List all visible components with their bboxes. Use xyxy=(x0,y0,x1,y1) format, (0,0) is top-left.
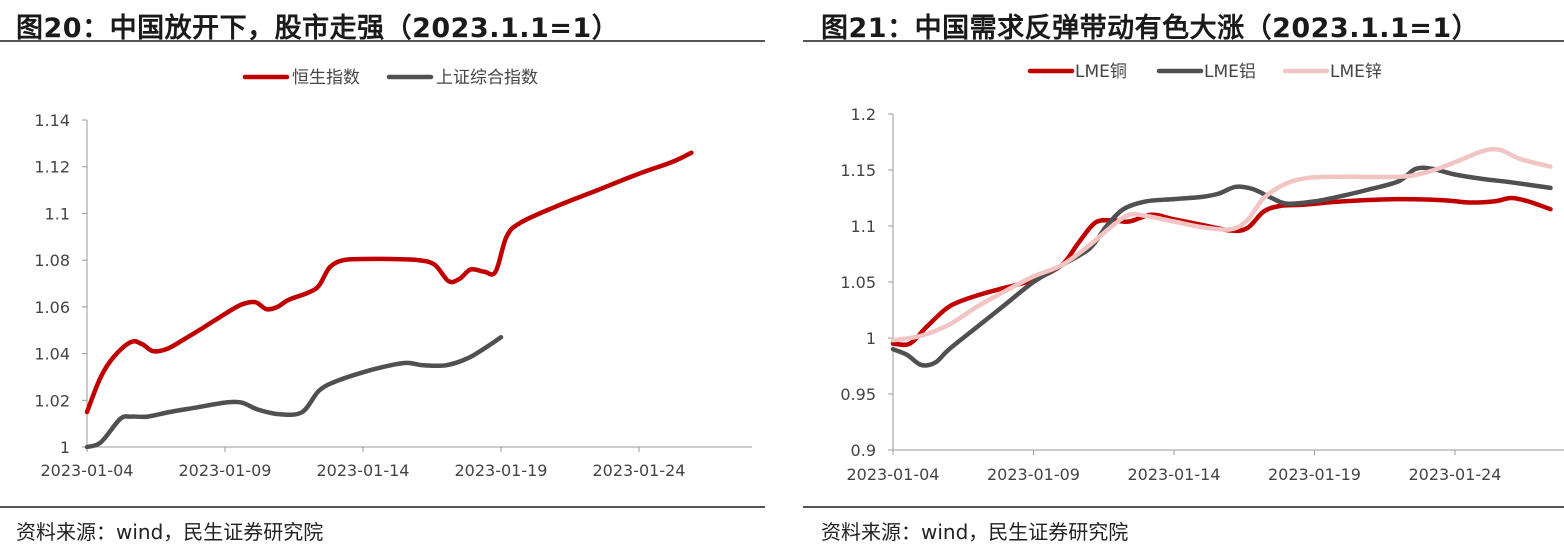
y-tick-label: 1.1 xyxy=(851,217,876,236)
y-tick-label: 1.06 xyxy=(34,298,70,317)
title-rule xyxy=(0,40,765,42)
series-line-1 xyxy=(84,150,694,415)
chart-hsi-vs-shanghai: 1 1.02 1.04 1.06 1.08 1.1 1.12 1.14 2023-01-04 20… xyxy=(34,68,752,480)
x-tick-label: 2023-01-04 xyxy=(41,461,134,480)
source-note: 资料来源：wind，民生证券研究院 xyxy=(821,520,1129,544)
y-tick-label: 1.05 xyxy=(840,273,876,292)
series-line-2 xyxy=(890,165,1553,368)
x-tick-label: 2023-01-04 xyxy=(847,465,940,484)
y-tick-label: 1.08 xyxy=(34,251,70,270)
series-line-2 xyxy=(84,334,504,450)
title-rule xyxy=(803,40,1564,42)
y-tick-label: 1.2 xyxy=(851,105,876,124)
chart-lme-metals: 0.9 0.95 1 1.05 1.1 1.15 1.2 2023-01-04 2023-01-… xyxy=(840,62,1564,484)
y-tick-label: 1.12 xyxy=(34,158,70,177)
chart-title: 图20：中国放开下，股市走强（2023.1.1=1） xyxy=(16,13,620,44)
x-tick-label: 2023-01-19 xyxy=(1268,465,1361,484)
footer-rule xyxy=(803,506,1564,508)
legend-label: LME铝 xyxy=(1204,62,1256,82)
chart-panel-lme: 图21：中国需求反弹带动有色大涨（2023.1.1=1） 0.9 0.95 1 1.0… xyxy=(803,0,1564,546)
y-tick-label: 1.1 xyxy=(45,204,70,223)
y-tick-label: 1.02 xyxy=(34,391,70,410)
y-tick-label: 1 xyxy=(866,329,876,348)
x-tick-label: 2023-01-14 xyxy=(317,461,410,480)
series-line-3 xyxy=(890,146,1553,343)
x-tick-label: 2023-01-09 xyxy=(987,465,1080,484)
legend-label: LME铜 xyxy=(1075,62,1127,82)
source-note: 资料来源：wind，民生证券研究院 xyxy=(16,520,324,544)
legend-label: 恒生指数 xyxy=(292,68,360,88)
series-line-1 xyxy=(890,195,1553,348)
x-tick-label: 2023-01-19 xyxy=(455,461,548,480)
footer-rule xyxy=(0,506,765,508)
x-tick-label: 2023-01-14 xyxy=(1128,465,1221,484)
x-tick-label: 2023-01-24 xyxy=(593,461,686,480)
y-tick-label: 1 xyxy=(60,438,70,457)
y-tick-label: 1.14 xyxy=(34,111,70,130)
chart-title: 图21：中国需求反弹带动有色大涨（2023.1.1=1） xyxy=(821,13,1480,44)
y-tick-label: 1.15 xyxy=(840,161,876,180)
x-tick-label: 2023-01-24 xyxy=(1409,465,1502,484)
legend-label: 上证综合指数 xyxy=(436,68,538,88)
legend-label: LME锌 xyxy=(1330,62,1382,82)
y-tick-label: 1.04 xyxy=(34,345,70,364)
x-tick-label: 2023-01-09 xyxy=(179,461,272,480)
y-tick-label: 0.9 xyxy=(851,441,876,460)
y-tick-label: 0.95 xyxy=(840,385,876,404)
chart-panel-hsi: 图20：中国放开下，股市走强（2023.1.1=1） 1 1.02 1.04 1.06… xyxy=(0,0,765,546)
